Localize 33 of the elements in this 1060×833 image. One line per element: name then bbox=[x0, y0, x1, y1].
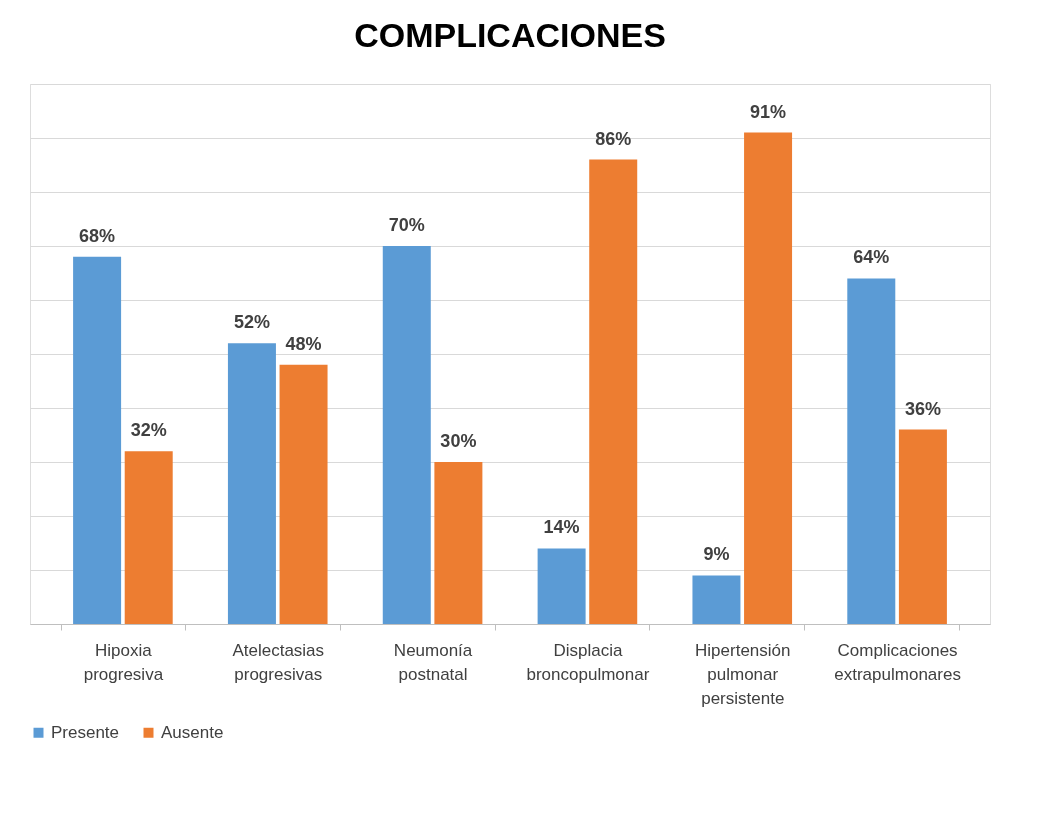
x-tick-label: Hipertensión pulmonar persistente bbox=[695, 640, 791, 708]
chart-title: COMPLICACIONES bbox=[354, 16, 666, 54]
x-tick-label: Neumonía postnatal bbox=[393, 640, 473, 684]
bar bbox=[537, 548, 586, 624]
bar bbox=[434, 462, 483, 624]
data-label: 14% bbox=[543, 517, 580, 538]
bar bbox=[227, 343, 276, 624]
legend-label: Presente bbox=[51, 722, 120, 742]
data-label: 68% bbox=[79, 225, 116, 246]
data-label: 70% bbox=[388, 215, 425, 235]
bar bbox=[73, 256, 122, 624]
x-tick-label: Complicaciones extrapulmonares bbox=[834, 640, 961, 684]
bar bbox=[847, 278, 896, 624]
legend-label: Ausente bbox=[161, 722, 224, 742]
data-label: 64% bbox=[853, 247, 890, 268]
data-label: 48% bbox=[285, 333, 322, 354]
bar bbox=[692, 575, 741, 624]
x-tick-label: Atelectasias progresivas bbox=[232, 640, 325, 684]
bar bbox=[124, 451, 173, 624]
x-tick-label: Displacia broncopulmonar bbox=[526, 640, 650, 684]
bar bbox=[382, 246, 431, 624]
data-label: 86% bbox=[595, 128, 632, 149]
bar bbox=[898, 429, 947, 624]
data-label: 9% bbox=[703, 544, 730, 565]
data-label: 91% bbox=[750, 101, 787, 122]
data-label: 32% bbox=[130, 420, 167, 441]
bar bbox=[589, 159, 638, 624]
data-label: 36% bbox=[904, 398, 941, 419]
bar bbox=[744, 132, 793, 624]
x-tick-label: Hipoxia progresiva bbox=[83, 640, 164, 684]
bar bbox=[279, 364, 328, 624]
data-label: 30% bbox=[440, 431, 477, 451]
data-label: 52% bbox=[233, 312, 270, 333]
